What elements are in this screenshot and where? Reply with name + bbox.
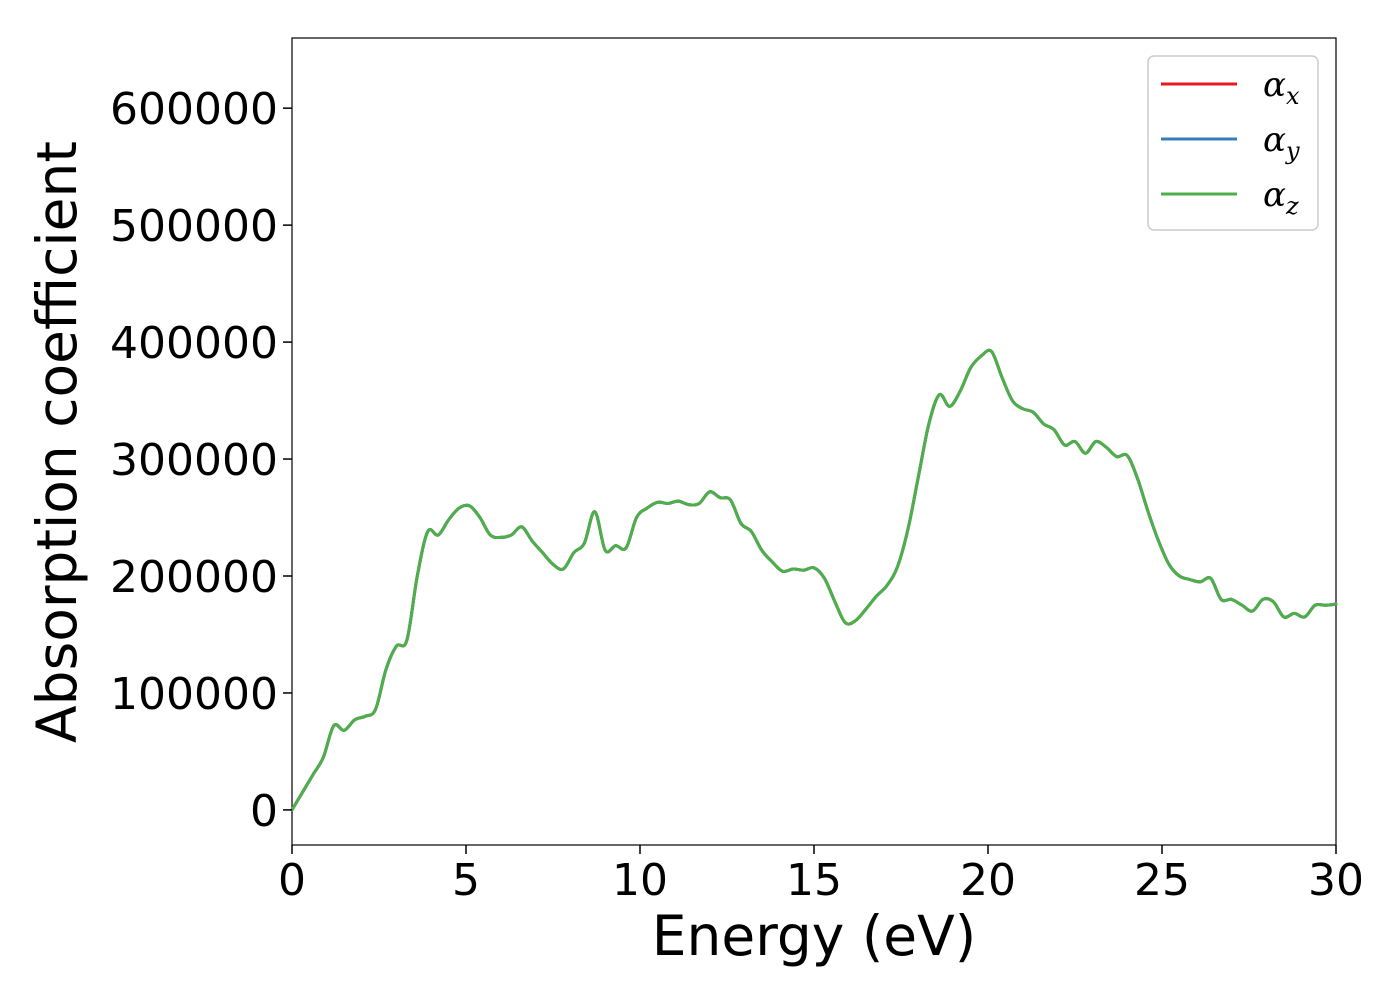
y-tick-label: 200000 [110, 552, 278, 603]
series-line-alpha-x [290, 348, 1338, 812]
y-tick-label: 300000 [110, 435, 278, 486]
y-axis-label: Absorption coefficient [25, 141, 89, 743]
x-tick-label: 10 [612, 855, 668, 906]
x-tick-label: 15 [786, 855, 842, 906]
legend: αx αy αz [1147, 55, 1319, 231]
y-tick-label: 100000 [110, 669, 278, 720]
series-line-alpha-z [290, 348, 1338, 812]
legend-label-alpha-y: αy [1263, 120, 1300, 165]
y-tick-label: 400000 [110, 318, 278, 369]
x-tick-label: 20 [960, 855, 1016, 906]
x-tick-label: 5 [452, 855, 480, 906]
x-axis-label: Energy (eV) [652, 904, 976, 968]
x-axis: 0 5 10 15 20 25 30 [278, 845, 1364, 906]
series-line-alpha-y [290, 348, 1338, 812]
legend-entries: αx αy αz [1161, 65, 1300, 220]
y-tick-label: 600000 [110, 84, 278, 135]
legend-box [1147, 55, 1319, 231]
x-tick-label: 25 [1134, 855, 1190, 906]
legend-label-alpha-x: αx [1263, 65, 1300, 110]
x-tick-label: 0 [278, 855, 306, 906]
y-tick-label: 500000 [110, 201, 278, 252]
x-tick-label: 30 [1308, 855, 1364, 906]
legend-label-alpha-z: αz [1263, 175, 1299, 220]
y-axis: 0 100000 200000 300000 400000 500000 600000 [110, 84, 292, 837]
series-layer [290, 348, 1338, 812]
y-tick-label: 0 [250, 786, 278, 837]
